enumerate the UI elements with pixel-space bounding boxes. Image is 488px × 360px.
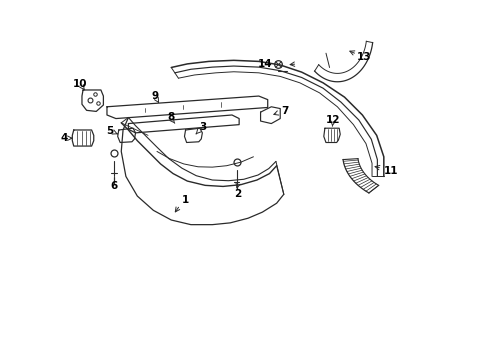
Text: 8: 8 <box>167 112 175 122</box>
Text: 11: 11 <box>383 166 397 176</box>
Text: 5: 5 <box>105 126 113 136</box>
Text: 6: 6 <box>110 181 118 192</box>
Text: 13: 13 <box>356 52 371 62</box>
Text: 12: 12 <box>325 115 340 125</box>
Text: 14: 14 <box>257 59 272 69</box>
Text: 1: 1 <box>182 195 189 204</box>
Text: 2: 2 <box>233 189 241 199</box>
Text: 10: 10 <box>73 79 87 89</box>
Text: 9: 9 <box>151 91 159 101</box>
Text: 3: 3 <box>199 122 206 132</box>
Text: 7: 7 <box>281 106 288 116</box>
Text: 4: 4 <box>61 133 68 143</box>
